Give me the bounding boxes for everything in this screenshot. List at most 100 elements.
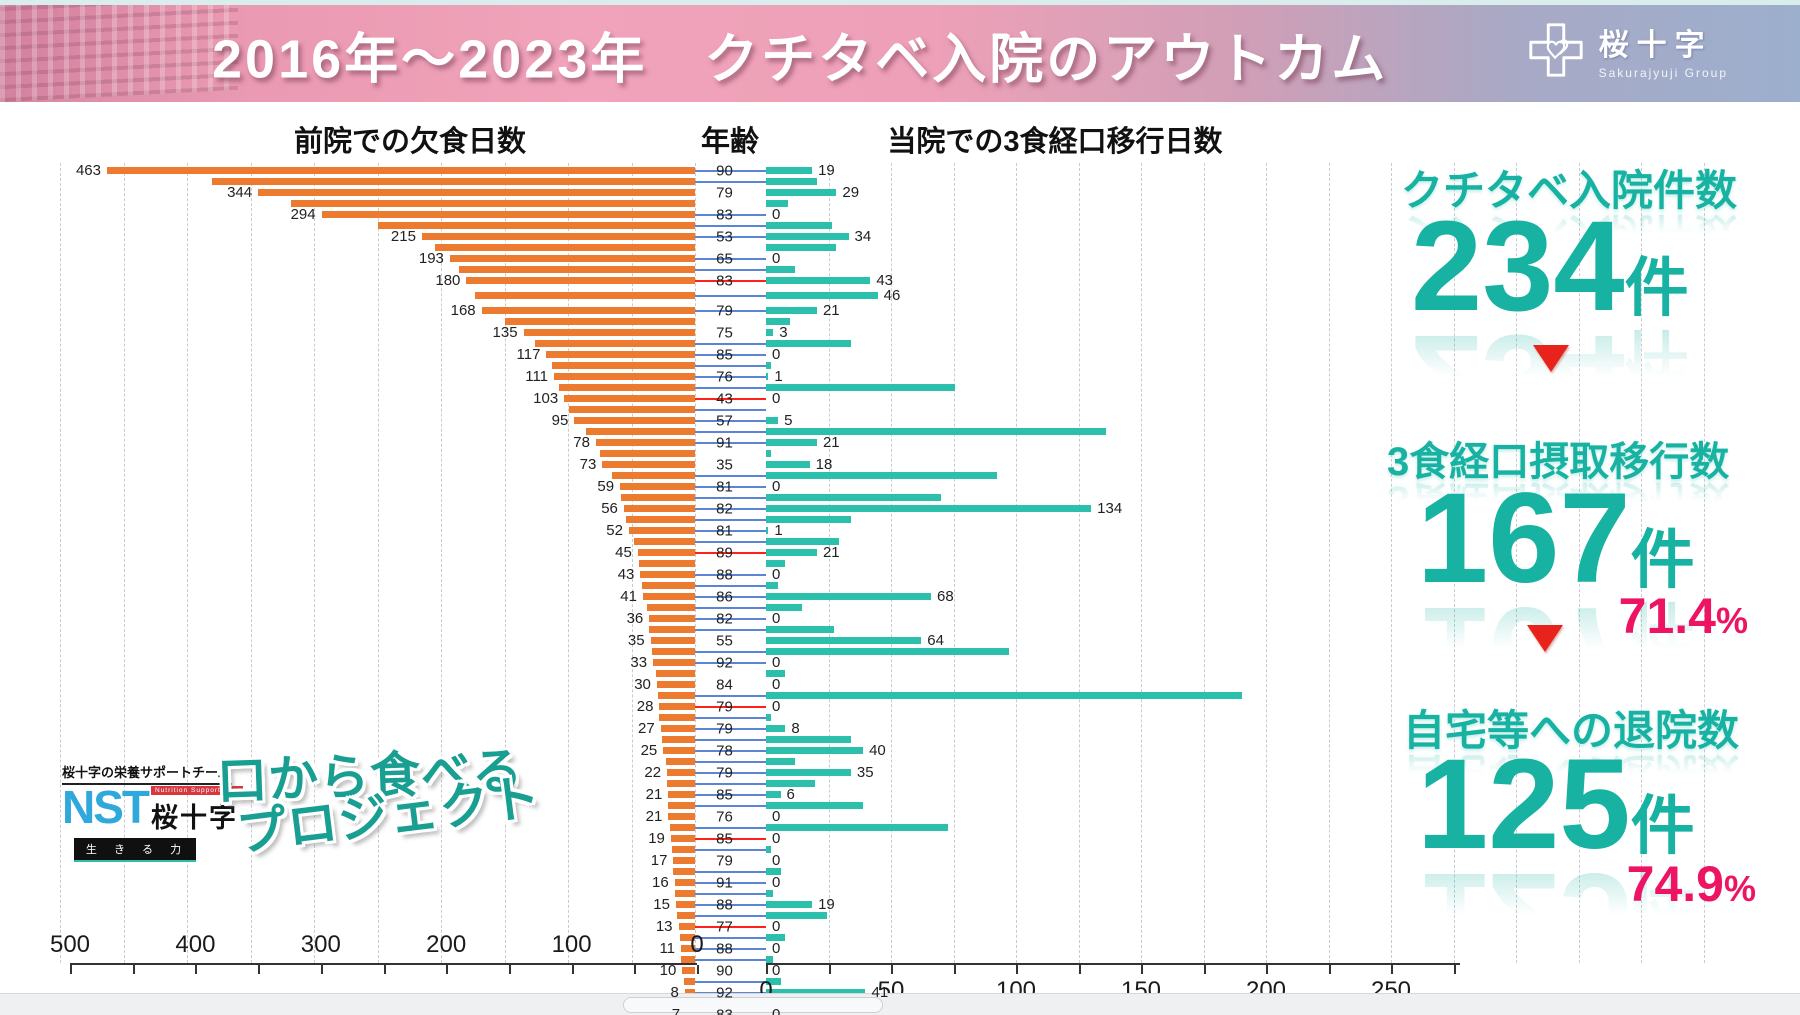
connector-line xyxy=(695,268,766,271)
chart-row: 21 76 0 xyxy=(60,809,1494,824)
age-cell xyxy=(695,472,766,479)
chart-row xyxy=(60,538,1494,545)
right-plot-cell: 0 xyxy=(766,251,1494,266)
left-value-label: 41 xyxy=(620,588,637,605)
right-plot-cell xyxy=(766,912,1494,919)
age-label: 83 xyxy=(716,272,733,289)
chart-row: 43 88 0 xyxy=(60,567,1494,582)
right-plot-cell: 0 xyxy=(766,809,1494,824)
age-label: 92 xyxy=(716,654,733,671)
cross-heart-icon xyxy=(1528,23,1583,77)
connector-line xyxy=(695,727,766,730)
age-cell xyxy=(695,494,766,501)
connector-line xyxy=(695,793,766,796)
age-cell: 85 xyxy=(695,787,766,802)
right-plot-cell: 21 xyxy=(766,303,1494,318)
age-cell: 65 xyxy=(695,251,766,266)
right-value-label: 134 xyxy=(1097,500,1123,517)
chart-row xyxy=(60,450,1494,457)
right-plot-cell xyxy=(766,450,1494,457)
chart-row: 27 79 8 xyxy=(60,721,1494,736)
stat-transition-percent: 71.4% xyxy=(1619,591,1748,641)
right-value-label: 29 xyxy=(842,184,860,201)
age-cell xyxy=(695,178,766,185)
left-plot-cell: 73 xyxy=(60,457,695,472)
left-plot-cell: 117 xyxy=(60,347,695,362)
left-bar xyxy=(602,461,695,468)
chart-row xyxy=(60,692,1494,699)
right-value-label: 0 xyxy=(772,250,781,267)
age-cell xyxy=(695,978,766,985)
chart-row: 11 88 0 xyxy=(60,941,1494,956)
left-bar xyxy=(679,934,695,941)
right-bar xyxy=(766,538,839,545)
age-cell: 78 xyxy=(695,743,766,758)
brand-subtitle: Sakurajyuji Group xyxy=(1598,66,1728,80)
axis-tick xyxy=(1078,965,1081,974)
age-cell: 81 xyxy=(695,523,766,538)
left-plot-cell: 215 xyxy=(60,229,695,244)
stat-transition-value: 167件 xyxy=(1417,475,1695,603)
age-cell xyxy=(695,912,766,919)
right-bar xyxy=(766,978,781,985)
nst-logo: 桜十字の栄養サポートチーム NST Nutrition Support Team… xyxy=(62,762,243,862)
age-cell xyxy=(695,846,766,853)
right-value-label: 21 xyxy=(822,544,840,561)
right-bar xyxy=(766,233,849,240)
scrollbar-thumb[interactable] xyxy=(623,997,883,1013)
connector-line xyxy=(695,991,766,994)
chart-rows: 463 90 19 344 79 29 294 83 0 215 53 34 193 65 0 180 83 43… xyxy=(60,163,1494,1015)
left-plot-cell xyxy=(60,288,695,303)
left-bar xyxy=(449,255,695,262)
left-plot-cell: 19 xyxy=(60,831,695,846)
chart-row xyxy=(60,956,1494,963)
left-plot-cell: 33 xyxy=(60,655,695,670)
left-plot-cell: 135 xyxy=(60,325,695,340)
left-plot-cell: 45 xyxy=(60,545,695,560)
chart-row: 45 89 21 xyxy=(60,545,1494,560)
left-value-label: 43 xyxy=(617,566,635,583)
right-plot-cell: 0 xyxy=(766,479,1494,494)
axis-tick xyxy=(571,965,574,974)
age-label: 91 xyxy=(716,434,733,451)
right-plot-cell: 1 xyxy=(766,523,1494,538)
right-value-label: 46 xyxy=(883,287,901,304)
axis-tick xyxy=(953,965,956,974)
connector-line xyxy=(695,279,766,282)
right-plot-cell xyxy=(766,714,1494,721)
age-label: 79 xyxy=(716,764,733,781)
left-plot-cell: 111 xyxy=(60,369,695,384)
left-bar xyxy=(668,791,695,798)
left-plot-cell: 95 xyxy=(60,413,695,428)
age-cell xyxy=(695,648,766,655)
age-cell: 53 xyxy=(695,229,766,244)
connector-line xyxy=(695,892,766,895)
chart-row: 103 43 0 xyxy=(60,391,1494,406)
age-cell xyxy=(695,384,766,391)
right-bar xyxy=(766,318,791,325)
right-plot-cell: 0 xyxy=(766,391,1494,406)
connector-line xyxy=(695,294,766,297)
right-plot-cell xyxy=(766,362,1494,369)
left-bar xyxy=(660,725,695,732)
right-bar xyxy=(766,868,781,875)
right-bar xyxy=(766,846,771,853)
left-bar xyxy=(649,626,695,633)
left-bar xyxy=(669,824,695,831)
chart-row: 117 85 0 xyxy=(60,347,1494,362)
left-value-label: 21 xyxy=(645,786,663,803)
horizontal-scrollbar[interactable] xyxy=(0,993,1800,1015)
right-value-label: 43 xyxy=(876,272,894,289)
axis-tick xyxy=(1016,965,1018,974)
left-bar xyxy=(642,593,695,600)
age-cell: 75 xyxy=(695,325,766,340)
left-bar xyxy=(672,846,695,853)
chart-row xyxy=(60,318,1494,325)
left-value-label: 463 xyxy=(75,162,101,179)
chart-row: 78 91 21 xyxy=(60,435,1494,450)
connector-line xyxy=(695,782,766,785)
chart-row: 463 90 19 xyxy=(60,163,1494,178)
age-column-title: 年齢 xyxy=(700,126,759,158)
connector-line xyxy=(695,518,766,521)
left-plot-cell xyxy=(60,890,695,897)
